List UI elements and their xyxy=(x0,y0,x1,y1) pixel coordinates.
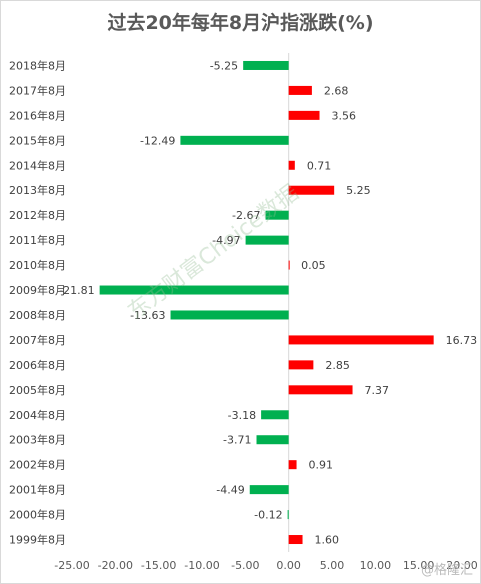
data-label: 16.73 xyxy=(446,334,478,347)
category-label: 2007年8月 xyxy=(9,333,66,347)
bar xyxy=(288,460,297,470)
x-tick-label: 15.00 xyxy=(403,559,435,572)
category-label: 2000年8月 xyxy=(9,508,66,522)
category-label: 2010年8月 xyxy=(9,258,66,272)
data-label: 2.85 xyxy=(325,359,350,372)
category-label: 2008年8月 xyxy=(9,308,66,322)
bar xyxy=(265,210,289,220)
data-label: 2.68 xyxy=(324,84,349,97)
data-label: 1.60 xyxy=(315,534,340,547)
category-label: 2001年8月 xyxy=(9,483,66,497)
category-label: 2013年8月 xyxy=(9,183,66,197)
bar xyxy=(243,60,289,70)
data-label: -3.18 xyxy=(228,409,256,422)
bar xyxy=(261,410,289,420)
bar xyxy=(288,110,320,120)
category-label: 2011年8月 xyxy=(9,233,66,247)
category-label: 2002年8月 xyxy=(9,458,66,472)
category-label: 2015年8月 xyxy=(9,133,66,147)
category-label: 2009年8月 xyxy=(9,283,66,297)
data-label: -3.71 xyxy=(223,434,251,447)
data-label: -0.12 xyxy=(254,509,282,522)
data-label: 7.37 xyxy=(365,384,390,397)
bar xyxy=(288,260,290,270)
bar xyxy=(288,385,353,395)
bar xyxy=(288,535,303,545)
bar xyxy=(249,485,289,495)
category-label: 2006年8月 xyxy=(9,358,66,372)
category-label: 2003年8月 xyxy=(9,433,66,447)
category-label: 1999年8月 xyxy=(9,533,66,547)
data-label: -12.49 xyxy=(140,134,175,147)
bar xyxy=(180,135,289,145)
category-label: 2014年8月 xyxy=(9,158,66,172)
bar xyxy=(256,435,289,445)
data-label: -4.97 xyxy=(212,234,240,247)
data-label: -13.63 xyxy=(130,309,165,322)
bar xyxy=(288,85,312,95)
x-tick-label: 10.00 xyxy=(360,559,392,572)
bar xyxy=(288,185,335,195)
data-label: 0.71 xyxy=(307,159,332,172)
bar xyxy=(288,360,314,370)
category-label: 2004年8月 xyxy=(9,408,66,422)
data-label: -21.81 xyxy=(59,284,94,297)
x-tick-label: 5.00 xyxy=(320,559,345,572)
bar xyxy=(287,510,289,520)
x-tick-label: -15.00 xyxy=(141,559,176,572)
x-tick-label: -25.00 xyxy=(54,559,89,572)
x-tick-label: -20.00 xyxy=(98,559,133,572)
bar xyxy=(245,235,289,245)
data-label: -5.25 xyxy=(210,59,238,72)
data-label: 5.25 xyxy=(346,184,371,197)
category-label: 2005年8月 xyxy=(9,383,66,397)
x-tick-label: -10.00 xyxy=(184,559,219,572)
data-label: 0.91 xyxy=(309,459,334,472)
data-label: 0.05 xyxy=(301,259,326,272)
brand-logo: @格隆汇 xyxy=(420,563,473,578)
category-label: 2018年8月 xyxy=(9,58,66,72)
data-label: 3.56 xyxy=(332,109,357,122)
category-label: 2012年8月 xyxy=(9,208,66,222)
category-label: 2017年8月 xyxy=(9,83,66,97)
bar xyxy=(288,335,434,345)
bar xyxy=(288,160,295,170)
x-tick-label: 0.00 xyxy=(276,559,301,572)
chart-title: 过去20年每年8月沪指涨跌(%) xyxy=(107,12,374,34)
bar xyxy=(99,285,289,295)
bar xyxy=(170,310,289,320)
data-label: -2.67 xyxy=(232,209,260,222)
x-tick-label: -5.00 xyxy=(231,559,259,572)
data-label: -4.49 xyxy=(216,484,244,497)
x-tick-label: 20.00 xyxy=(446,559,478,572)
category-label: 2016年8月 xyxy=(9,108,66,122)
